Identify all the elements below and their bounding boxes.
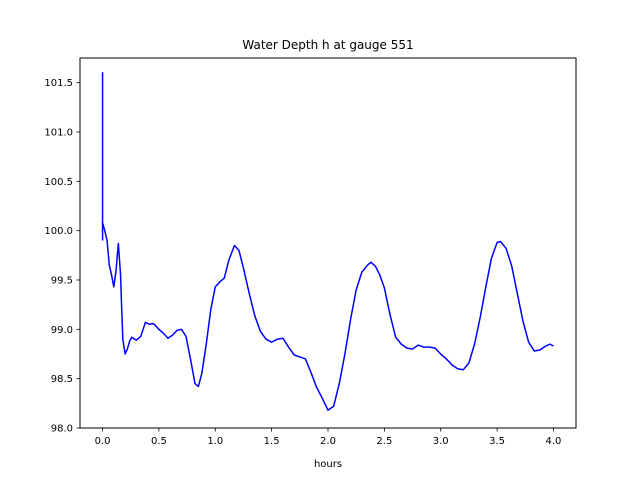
x-tick-label: 2.0 bbox=[320, 436, 336, 447]
x-tick-label: 0.0 bbox=[95, 436, 111, 447]
y-tick-label: 101.5 bbox=[44, 78, 73, 89]
x-tick-label: 4.0 bbox=[546, 436, 562, 447]
y-tick-label: 98.5 bbox=[51, 374, 73, 385]
y-tick-label: 100.0 bbox=[44, 226, 73, 237]
x-tick-label: 1.0 bbox=[207, 436, 223, 447]
x-tick-label: 0.5 bbox=[151, 436, 167, 447]
series-line bbox=[101, 72, 554, 411]
x-tick-label: 2.5 bbox=[376, 436, 392, 447]
y-axis: 98.0 98.5 99.0 99.5 100.0 100.5 101.0 101.5 bbox=[44, 78, 80, 435]
x-tick-label: 1.5 bbox=[264, 436, 280, 447]
y-tick-label: 101.0 bbox=[44, 128, 73, 139]
x-tick-label: 3.0 bbox=[433, 436, 449, 447]
y-tick-label: 98.0 bbox=[51, 424, 73, 435]
y-tick-label: 99.5 bbox=[51, 276, 73, 287]
x-axis: 0.0 0.5 1.0 1.5 2.0 2.5 3.0 3.5 4.0 bbox=[95, 428, 562, 447]
y-tick-label: 99.0 bbox=[51, 325, 73, 336]
x-tick-label: 3.5 bbox=[489, 436, 505, 447]
chart-title: Water Depth h at gauge 551 bbox=[242, 38, 413, 52]
y-tick-label: 100.5 bbox=[44, 177, 73, 188]
x-axis-label: hours bbox=[314, 459, 342, 470]
